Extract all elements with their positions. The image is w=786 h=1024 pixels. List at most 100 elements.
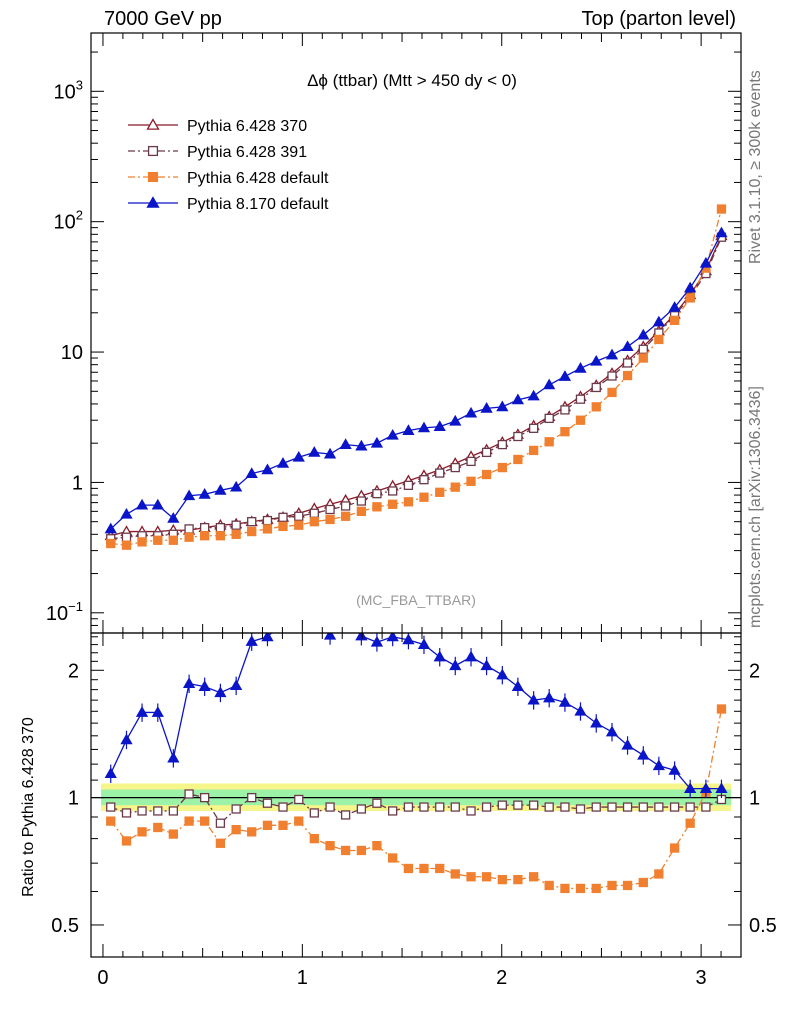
data-point-pythia-6-428-391	[153, 806, 163, 816]
data-point-pythia-8-170-default	[323, 633, 337, 640]
data-point-pythia-6-428-default	[325, 514, 335, 525]
data-point-pythia-8-170-default	[355, 439, 368, 451]
data-point-pythia-8-170-default	[527, 693, 540, 705]
data-point-pythia-8-170-default	[339, 438, 352, 450]
data-point-pythia-8-170-default	[652, 315, 665, 327]
data-point-pythia-8-170-default	[543, 691, 556, 703]
data-point-pythia-6-428-391	[356, 496, 367, 506]
main-y-tick-label: 10−1	[46, 599, 83, 625]
data-point-pythia-8-170-default	[699, 256, 713, 268]
data-point-pythia-6-428-default	[575, 415, 586, 425]
data-point-pythia-8-170-default	[104, 522, 117, 534]
data-point-pythia-6-428-391	[435, 802, 445, 812]
data-point-pythia-6-428-default	[137, 537, 147, 547]
data-point-pythia-6-428-default	[200, 531, 210, 541]
data-point-pythia-8-170-default	[480, 659, 493, 671]
data-point-pythia-6-428-default	[528, 445, 539, 456]
data-point-pythia-8-170-default	[135, 706, 149, 717]
data-point-pythia-8-170-default	[182, 677, 196, 689]
data-point-pythia-6-428-391	[450, 802, 460, 812]
legend-label-pythia-6-428-370: Pythia 6.428 370	[187, 118, 307, 135]
data-point-pythia-8-170-default	[668, 301, 681, 312]
x-tick-label: 1	[297, 967, 308, 989]
data-point-pythia-6-428-default	[215, 531, 226, 541]
data-point-pythia-6-428-default	[638, 877, 648, 888]
data-point-pythia-8-170-default	[496, 400, 509, 412]
data-point-pythia-6-428-391	[403, 480, 414, 490]
ratio-y-axis-label: Ratio to Pythia 6.428 370	[20, 717, 37, 897]
data-point-pythia-6-428-391	[481, 802, 492, 812]
data-point-pythia-6-428-default	[560, 427, 570, 437]
data-point-pythia-8-170-default	[214, 686, 227, 698]
data-point-pythia-6-428-391	[435, 468, 445, 478]
data-point-pythia-6-428-default	[356, 506, 367, 517]
data-point-pythia-6-428-391	[247, 792, 257, 803]
data-point-pythia-6-428-391	[231, 804, 241, 814]
data-point-pythia-8-170-default	[386, 428, 399, 440]
data-point-pythia-6-428-default	[403, 863, 414, 874]
main-y-tick-label: 10	[61, 342, 83, 364]
ratio-y-tick-label: 0.5	[51, 915, 79, 937]
data-point-pythia-6-428-391	[403, 802, 414, 812]
data-point-pythia-6-428-default	[388, 853, 398, 863]
data-point-pythia-6-428-391	[325, 802, 335, 812]
x-tick-label: 0	[97, 967, 108, 989]
data-point-pythia-8-170-default	[637, 748, 650, 760]
data-point-pythia-6-428-default	[121, 540, 132, 550]
data-point-pythia-8-170-default	[120, 733, 133, 745]
data-point-pythia-8-170-default	[652, 759, 665, 771]
data-point-pythia-8-170-default	[464, 406, 478, 418]
data-point-pythia-8-170-default	[323, 447, 337, 459]
data-point-pythia-6-428-default	[168, 535, 178, 545]
main-y-tick-label: 103	[54, 77, 83, 103]
data-point-pythia-8-170-default	[480, 402, 493, 413]
data-point-pythia-8-170-default	[167, 751, 180, 763]
data-point-pythia-8-170-default	[386, 633, 399, 642]
data-point-pythia-6-428-default	[560, 883, 570, 894]
data-point-pythia-8-170-default	[402, 633, 415, 645]
data-point-pythia-6-428-default	[575, 883, 586, 894]
data-point-pythia-6-428-default	[528, 872, 539, 882]
data-point-pythia-8-170-default	[370, 635, 384, 647]
data-point-pythia-6-428-default	[481, 872, 492, 882]
data-point-pythia-6-428-default	[137, 827, 147, 837]
data-point-pythia-6-428-391	[544, 802, 554, 812]
ratio-y-tick-label-right: 1	[749, 788, 760, 810]
data-point-pythia-8-170-default	[621, 738, 634, 750]
data-point-pythia-6-428-default	[200, 816, 210, 826]
data-point-pythia-6-428-default	[450, 869, 460, 879]
data-point-pythia-8-170-default	[292, 450, 305, 462]
data-point-pythia-6-428-391	[137, 806, 147, 816]
ratio-y-tick-label-right: 2	[749, 660, 760, 682]
data-point-pythia-8-170-default	[355, 633, 368, 641]
series-line-pythia-6-428-391	[110, 793, 722, 825]
data-point-pythia-8-170-default	[278, 617, 288, 626]
data-point-pythia-6-428-default	[184, 816, 194, 826]
data-point-pythia-6-428-391	[450, 462, 460, 473]
data-point-pythia-8-170-default	[605, 348, 619, 360]
data-point-pythia-8-170-default	[214, 484, 227, 495]
data-point-pythia-6-428-default	[497, 874, 507, 885]
data-point-pythia-8-170-default	[417, 421, 431, 433]
data-point-pythia-6-428-default	[622, 370, 633, 381]
data-point-pythia-6-428-default	[247, 526, 257, 537]
data-point-pythia-6-428-391	[356, 804, 367, 814]
data-point-pythia-6-428-default	[231, 529, 241, 539]
data-point-pythia-8-170-default	[684, 782, 697, 794]
series-line-pythia-6-428-default	[110, 208, 723, 546]
data-point-pythia-6-428-391	[388, 806, 398, 816]
data-point-pythia-8-170-default	[715, 782, 728, 794]
data-point-pythia-6-428-default	[247, 827, 257, 837]
data-point-pythia-6-428-default	[435, 487, 445, 497]
data-point-pythia-6-428-391	[215, 522, 226, 533]
main-y-tick-label: 1	[72, 472, 83, 494]
data-point-pythia-8-170-default	[433, 420, 446, 432]
data-point-pythia-6-428-391	[372, 489, 382, 499]
data-point-pythia-6-428-391	[607, 802, 617, 812]
data-point-pythia-6-428-391	[184, 524, 194, 534]
data-point-pythia-6-428-391	[200, 792, 210, 803]
series-line-pythia-6-428-default	[110, 708, 723, 890]
data-point-pythia-8-170-default	[464, 650, 478, 662]
data-point-pythia-6-428-391	[309, 808, 319, 818]
data-point-pythia-6-428-default	[153, 822, 163, 833]
